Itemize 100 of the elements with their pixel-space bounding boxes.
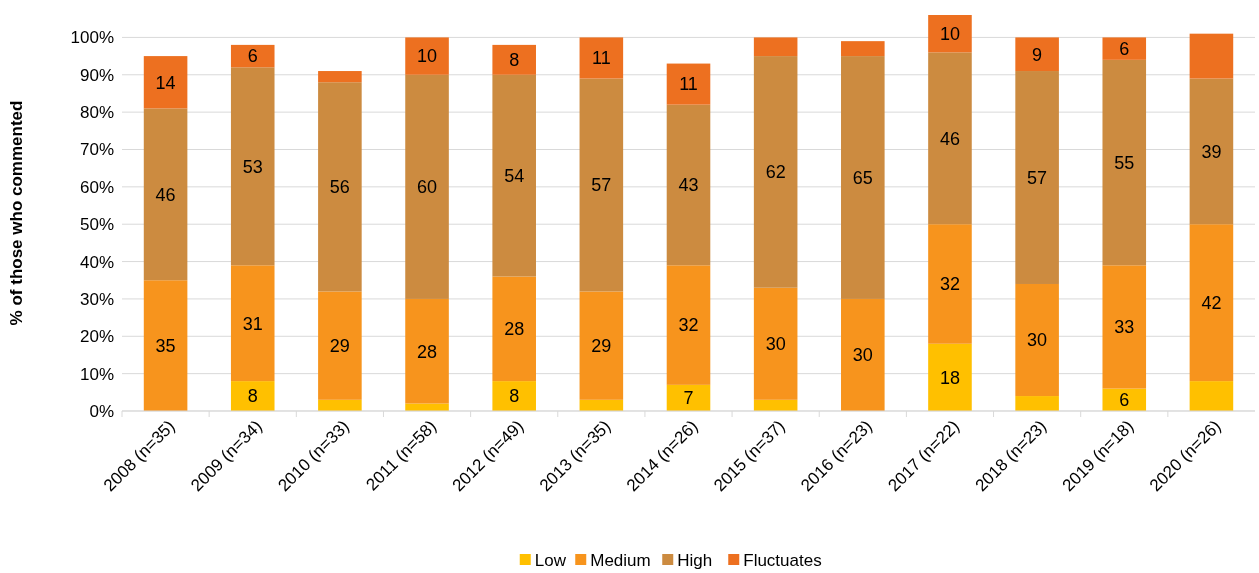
bar [143,56,188,109]
data-label: 55 [1114,152,1135,173]
data-label: 30 [765,334,786,355]
data-label: 31 [242,313,263,334]
data-label: 56 [329,177,350,198]
bar [579,291,624,400]
y-tick-label: 10% [79,364,114,384]
bar [1015,396,1059,411]
y-tick-label: 60% [79,177,114,197]
legend-label: Fluctuates [743,550,822,570]
bar [753,56,798,288]
bar [928,224,972,344]
bar [405,74,449,299]
y-tick-label: 70% [79,140,114,160]
data-label: 30 [1027,330,1048,351]
bar [230,44,275,68]
data-label: 62 [765,162,786,183]
data-label: 32 [939,274,960,295]
bar [318,82,362,292]
data-label: 46 [155,184,176,205]
data-label: 7 [683,388,694,409]
bar [841,298,885,411]
data-label: 28 [504,319,525,340]
bar [143,280,188,411]
bar [753,287,798,400]
data-label: 35 [155,335,176,356]
data-label: 6 [1119,38,1130,59]
bar [579,78,624,292]
y-tick-label: 50% [79,215,114,235]
bar [1015,283,1059,397]
data-label: 8 [247,386,258,407]
y-tick-label: 0% [89,401,114,421]
data-label: 65 [852,167,873,188]
bar [841,56,885,299]
y-tick-label: 40% [79,252,114,272]
y-axis-title: % of those who commented [7,100,26,326]
bar [928,52,972,225]
data-label: 28 [417,341,438,362]
legend-label: Low [534,550,567,570]
bar [1102,59,1147,266]
data-label: 29 [591,335,612,356]
data-label: 33 [1114,317,1135,338]
data-label: 30 [852,345,873,366]
bar [1102,265,1147,389]
bar [666,104,711,266]
data-label: 14 [155,72,176,93]
bar [666,265,711,385]
bar [318,399,362,411]
bar [492,44,536,75]
bar [928,343,972,411]
bar [405,298,449,404]
bar [666,384,711,411]
bar [143,108,188,281]
bar [405,37,449,75]
data-label: 39 [1201,141,1222,162]
legend-label: High [677,550,713,570]
data-label: 10 [939,23,960,44]
y-tick-label: 80% [79,103,114,123]
bar [1189,78,1234,225]
bar [230,265,275,382]
bar [230,381,275,411]
data-label: 9 [1032,44,1043,65]
data-label: 18 [939,367,960,388]
data-label: 11 [592,48,611,69]
y-tick-label: 30% [79,289,114,309]
bar [492,381,536,411]
data-label: 6 [1119,390,1130,411]
y-tick-label: 20% [79,327,114,347]
y-tick-label: 100% [70,28,114,48]
data-label: 29 [329,335,350,356]
data-label: 6 [247,46,258,67]
y-tick-label: 90% [79,65,114,85]
bar [1015,37,1059,72]
bar [1015,71,1059,284]
data-label: 54 [504,165,525,186]
data-label: 57 [1027,167,1048,188]
data-label: 8 [509,386,520,407]
data-label: 43 [678,175,699,196]
bar [492,276,536,382]
data-label: 11 [679,74,698,95]
data-label: 8 [509,50,520,71]
bar [1102,37,1147,60]
bar [666,63,711,105]
bar [1189,381,1234,411]
bar [1189,33,1234,79]
data-label: 57 [591,175,612,196]
bar [230,67,275,266]
bar [579,37,624,79]
bar [492,74,536,277]
data-label: 46 [939,128,960,149]
data-label: 10 [417,46,438,67]
bar [928,15,972,53]
legend-label: Medium [590,550,651,570]
bar [841,41,885,57]
data-label: 42 [1201,292,1222,313]
data-label: 53 [242,156,263,177]
bar [1189,224,1234,382]
data-label: 60 [417,177,438,198]
data-label: 32 [678,315,699,336]
bar [318,71,362,83]
